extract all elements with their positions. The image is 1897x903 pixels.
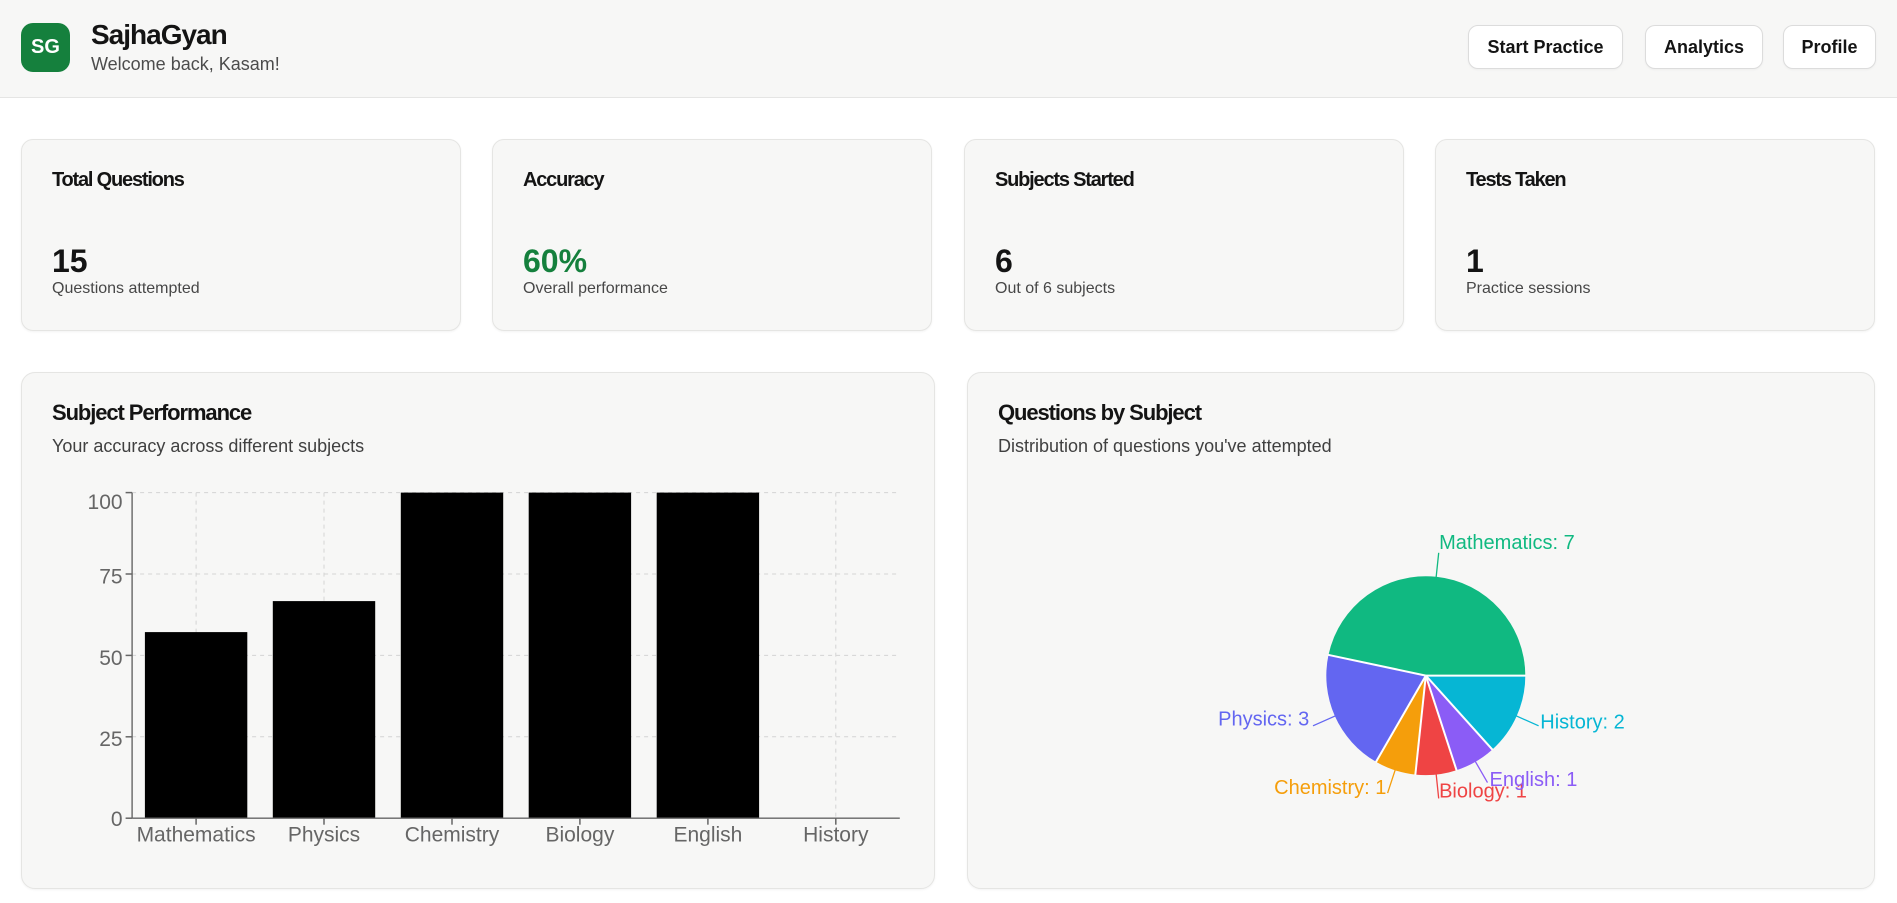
svg-text:Biology: 1: Biology: 1: [1439, 780, 1527, 802]
svg-text:Mathematics: Mathematics: [137, 824, 256, 847]
svg-text:English: English: [673, 824, 742, 847]
svg-text:75: 75: [99, 565, 122, 588]
svg-text:History: History: [803, 824, 869, 847]
svg-text:25: 25: [99, 728, 122, 751]
svg-text:Biology: Biology: [545, 824, 614, 847]
svg-text:Chemistry: Chemistry: [405, 824, 500, 847]
svg-text:Mathematics: 7: Mathematics: 7: [1439, 532, 1575, 554]
svg-text:Chemistry: 1: Chemistry: 1: [1274, 777, 1386, 799]
svg-text:History: 2: History: 2: [1540, 712, 1624, 734]
svg-text:0: 0: [111, 808, 123, 831]
svg-text:50: 50: [99, 647, 122, 670]
svg-text:100: 100: [88, 491, 123, 514]
svg-text:Physics: Physics: [288, 824, 360, 847]
svg-text:Physics: 3: Physics: 3: [1218, 709, 1309, 731]
svg-text:English: 1: English: 1: [1490, 769, 1578, 791]
